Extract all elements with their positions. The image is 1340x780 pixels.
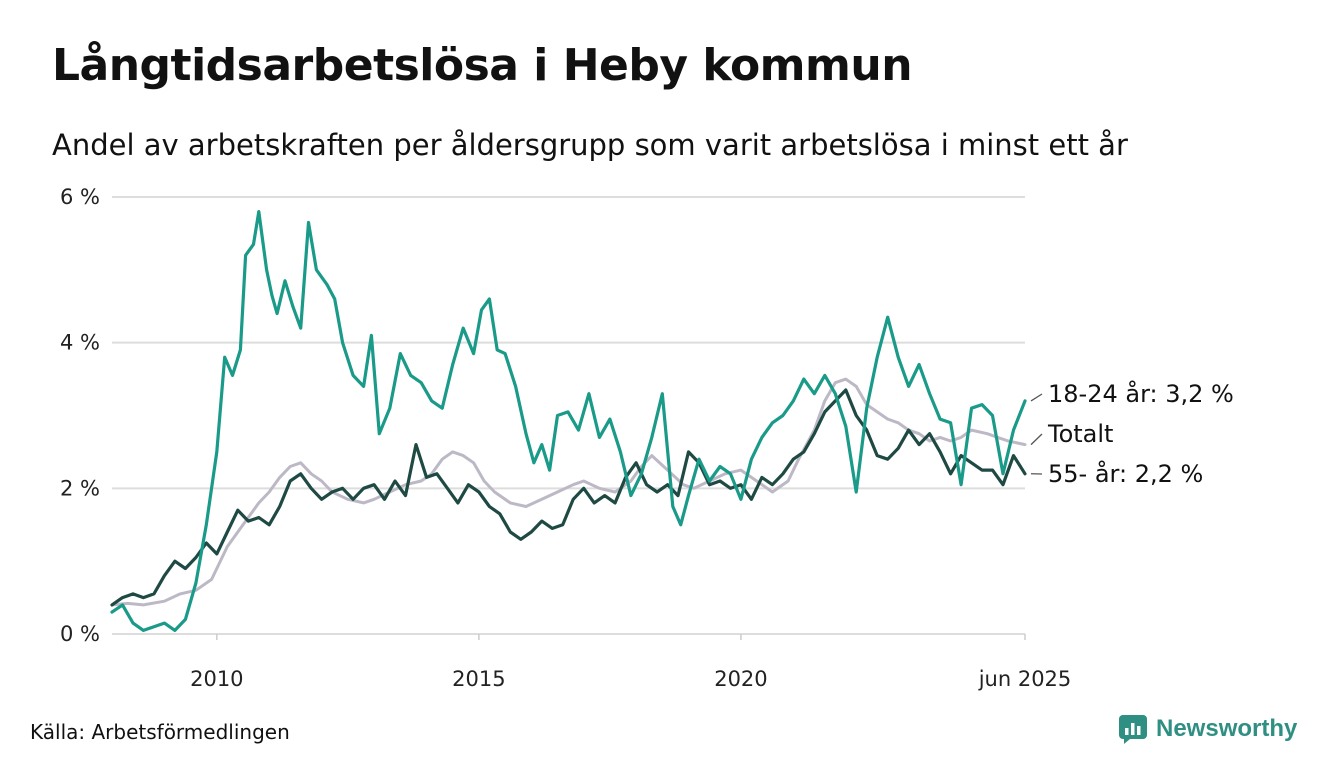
end-label-youth: 18-24 år: 3,2 % — [1048, 379, 1234, 408]
end-label-leader — [1030, 433, 1043, 446]
grid-lines — [112, 196, 1025, 635]
x-tick-label: jun 2025 — [978, 667, 1072, 691]
x-tick-label: 2010 — [190, 667, 243, 691]
x-tick-label: 2020 — [714, 667, 767, 691]
chart-title: Långtidsarbetslösa i Heby kommun — [52, 40, 913, 91]
x-axis: 2010 2015 2020 jun 2025 — [190, 634, 1071, 691]
chart-subtitle: Andel av arbetskraften per åldersgrupp s… — [52, 128, 1128, 162]
series-line-youth — [110, 210, 1027, 632]
series-lines — [110, 210, 1027, 632]
y-tick-label: 6 % — [60, 185, 100, 209]
series-line-senior — [110, 388, 1027, 607]
y-tick-label: 2 % — [60, 476, 100, 500]
end-label-total: Totalt — [1047, 420, 1113, 448]
brand-name: Newsworthy — [1156, 715, 1298, 742]
y-axis: 0 % 2 % 4 % 6 % — [60, 185, 100, 646]
series-line-total — [110, 377, 1027, 607]
x-tick-label: 2015 — [452, 667, 505, 691]
end-label-leader — [1030, 393, 1043, 402]
brand-logo: Newsworthy — [1118, 714, 1297, 744]
source-note: Källa: Arbetsförmedlingen — [30, 720, 290, 744]
newsworthy-logo-icon — [1119, 715, 1147, 744]
end-label-senior: 55- år: 2,2 % — [1048, 459, 1203, 488]
y-tick-label: 4 % — [60, 331, 100, 355]
end-labels: Totalt 55- år: 2,2 % 18-24 år: 3,2 % — [1030, 379, 1234, 488]
y-tick-label: 0 % — [60, 622, 100, 646]
